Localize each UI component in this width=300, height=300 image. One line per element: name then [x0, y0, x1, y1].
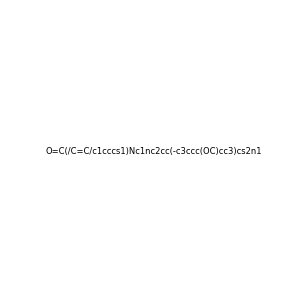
Text: O=C(/C=C/c1cccs1)Nc1nc2cc(-c3ccc(OC)cc3)cs2n1: O=C(/C=C/c1cccs1)Nc1nc2cc(-c3ccc(OC)cc3)… [46, 147, 262, 156]
